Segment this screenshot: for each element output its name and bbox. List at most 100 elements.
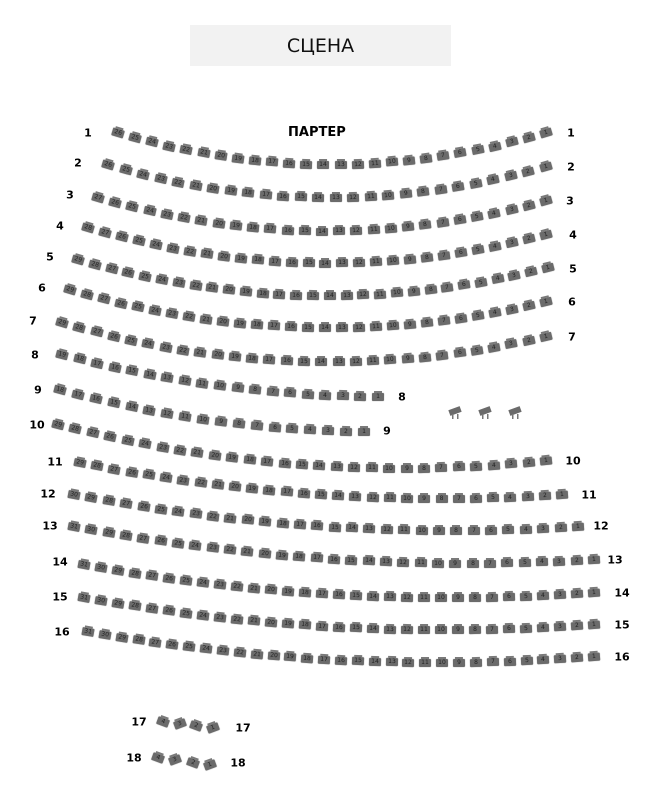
seat[interactable]: 13: [379, 557, 393, 567]
seat[interactable]: 14: [319, 259, 332, 268]
wheelchair-seat-icon[interactable]: [448, 405, 462, 419]
seat[interactable]: 13: [383, 592, 397, 602]
seat[interactable]: 7: [437, 316, 451, 326]
seat[interactable]: 7: [266, 387, 279, 397]
seat[interactable]: 7: [485, 593, 499, 602]
seat[interactable]: 2: [570, 556, 583, 566]
seat[interactable]: 30: [84, 525, 98, 536]
seat[interactable]: 21: [200, 249, 214, 260]
seat[interactable]: 14: [366, 624, 380, 634]
seat[interactable]: 24: [142, 206, 157, 217]
seat[interactable]: 10: [213, 381, 227, 391]
seat[interactable]: 27: [98, 227, 112, 239]
seat[interactable]: 19: [224, 186, 238, 197]
seat[interactable]: 25: [138, 271, 152, 282]
seat[interactable]: 20: [214, 151, 228, 162]
seat[interactable]: 5: [471, 311, 485, 321]
seat[interactable]: 26: [162, 573, 176, 584]
seat[interactable]: 25: [118, 164, 133, 176]
seat[interactable]: 10: [386, 321, 400, 331]
seat[interactable]: 11: [370, 257, 383, 267]
seat[interactable]: 22: [230, 614, 244, 625]
seat[interactable]: 7: [434, 185, 448, 195]
seat[interactable]: 19: [55, 349, 69, 361]
seat[interactable]: 14: [366, 592, 380, 601]
seat[interactable]: 11: [417, 626, 431, 635]
seat[interactable]: 6: [501, 559, 514, 568]
seat[interactable]: 9: [451, 594, 465, 603]
seat[interactable]: 1: [539, 127, 553, 139]
seat[interactable]: 28: [128, 568, 142, 579]
seat[interactable]: 27: [104, 263, 119, 275]
seat[interactable]: 24: [196, 578, 210, 588]
wheelchair-seat-icon[interactable]: [508, 405, 522, 419]
seat[interactable]: 5: [301, 390, 315, 399]
seat[interactable]: 21: [240, 547, 254, 557]
wheelchair-seat-icon[interactable]: [478, 405, 492, 419]
seat[interactable]: 14: [143, 369, 157, 380]
seat[interactable]: 2: [522, 300, 536, 312]
seat[interactable]: 10: [385, 157, 399, 167]
seat[interactable]: 5: [470, 212, 484, 223]
seat[interactable]: 8: [417, 464, 431, 473]
seat[interactable]: 28: [81, 222, 95, 234]
seat[interactable]: 4: [504, 493, 517, 502]
seat[interactable]: 7: [435, 350, 449, 361]
seat[interactable]: 18: [293, 552, 306, 562]
seat[interactable]: 25: [125, 201, 140, 213]
seat[interactable]: 4: [487, 461, 500, 470]
seat[interactable]: 1: [571, 522, 585, 532]
seat[interactable]: 12: [400, 593, 414, 602]
seat[interactable]: 6: [485, 526, 498, 535]
seat[interactable]: 1: [371, 392, 385, 402]
seat[interactable]: 20: [264, 618, 278, 628]
seat[interactable]: 2: [340, 427, 353, 436]
seat[interactable]: 23: [176, 475, 190, 486]
seat[interactable]: 8: [419, 154, 433, 164]
seat[interactable]: 7: [440, 283, 454, 293]
seat[interactable]: 9: [231, 383, 244, 393]
seat[interactable]: 2: [522, 233, 536, 245]
seat[interactable]: 14: [345, 524, 359, 533]
seat[interactable]: 13: [329, 193, 342, 203]
seat[interactable]: 5: [286, 424, 299, 434]
seat[interactable]: 29: [111, 598, 125, 609]
seat[interactable]: 6: [503, 657, 516, 666]
seat[interactable]: 17: [273, 290, 286, 300]
seat[interactable]: 7: [435, 463, 448, 473]
seat[interactable]: 13: [333, 227, 346, 236]
seat[interactable]: 16: [327, 555, 341, 564]
seat[interactable]: 28: [87, 259, 102, 271]
seat[interactable]: 11: [366, 357, 380, 366]
seat[interactable]: 1: [539, 296, 553, 308]
seat[interactable]: 10: [400, 494, 414, 503]
seat[interactable]: 23: [216, 646, 230, 656]
seat[interactable]: 8: [232, 419, 246, 430]
seat[interactable]: 10: [384, 356, 397, 365]
seat[interactable]: 21: [188, 180, 203, 191]
seat[interactable]: 18: [241, 188, 255, 199]
seat[interactable]: 29: [84, 493, 98, 504]
seat[interactable]: 6: [268, 423, 281, 433]
seat[interactable]: 12: [160, 408, 174, 419]
seat[interactable]: 27: [86, 428, 100, 439]
seat[interactable]: 6: [502, 593, 516, 602]
seat[interactable]: 2: [538, 491, 552, 501]
seat[interactable]: 17: [310, 553, 323, 563]
seat[interactable]: 26: [108, 197, 123, 209]
seat[interactable]: 7: [436, 151, 450, 162]
seat[interactable]: 3: [336, 392, 350, 401]
seat[interactable]: 10: [390, 288, 404, 298]
seat[interactable]: 18: [262, 486, 276, 496]
seat[interactable]: 21: [194, 216, 208, 227]
seat[interactable]: 11: [365, 464, 378, 473]
seat[interactable]: 18: [251, 255, 264, 265]
seat[interactable]: 27: [136, 533, 150, 544]
seat[interactable]: 9: [400, 464, 413, 473]
seat[interactable]: 12: [397, 558, 410, 567]
seat[interactable]: 25: [142, 470, 156, 481]
seat[interactable]: 28: [102, 496, 116, 507]
seat[interactable]: 25: [121, 435, 135, 447]
seat[interactable]: 13: [335, 324, 349, 333]
seat[interactable]: 5: [502, 526, 515, 535]
